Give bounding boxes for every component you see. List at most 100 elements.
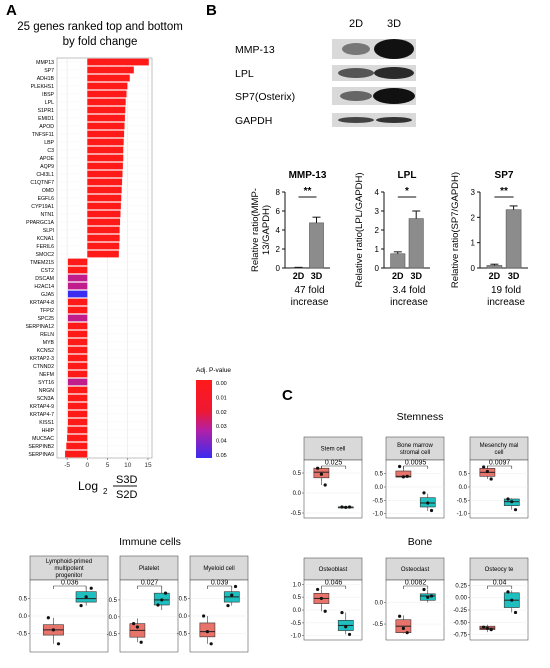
group-title-bone: Bone [408,536,433,548]
facet-title: Mesenchy mal [480,443,519,449]
panel-a-x-tick-label: 10 [124,462,132,469]
gene-label: AQP9 [40,164,54,170]
gene-bar [67,410,88,418]
box-point [510,500,514,504]
facet-plot-frame [303,459,363,519]
blot-row-label: MMP-13 [235,44,275,56]
legend-tick-label: 0.04 [216,439,227,445]
gene-label: SERPINB2 [28,444,54,450]
gene-label: MMP13 [36,60,54,66]
facet-y-tick-label: -0.5 [291,621,302,627]
panel-a-bar-chart: MMP13 SP7 ADH1B PLEKHS1 IBSP LPL S1PR1 EMID1 APO… [25,57,153,469]
box-body [199,622,216,638]
gene-label: EGFL6 [38,196,55,202]
blot-band [338,117,374,123]
facet-p-value: 0.046 [325,580,343,587]
facet-title: multipotent [54,566,84,572]
fold-note-line2: increase [487,297,525,308]
fold-note-line1: 19 fold [491,285,521,296]
gene-bar [67,306,88,314]
gene-label: KISS1 [39,420,54,426]
bar-chart-x-tick-label: 2D [489,271,501,281]
box-point [132,622,136,626]
facet-y-tick-label: 0.0 [179,614,188,620]
facet-y-tick-label: -0.5 [457,498,468,504]
bar-chart-y-label: Relative ratio(MMP-13/GAPDH) [250,188,272,272]
gene-bar [87,210,121,218]
bar-chart-title: LPL [398,170,417,181]
panel-a-xlabel-sub: 2 [103,487,108,496]
gene-bar [87,74,130,82]
box-point [135,625,139,629]
gene-label: SCN3A [37,396,55,402]
gene-label: GJA5 [41,292,54,298]
bar-chart-x-tick-label: 2D [293,271,305,281]
bar-chart-y-label: Relative ratio(LPL/GAPDH) [354,172,365,287]
box-point [489,628,493,632]
legend-title: Adj. P-value [196,367,231,374]
bar-chart-bar [486,265,503,269]
fold-note-line1: 3.4 fold [393,285,426,296]
group-title-stemness: Stemness [397,411,444,423]
facet-y-tick-label: 0.5 [179,597,188,603]
bar-chart-y-tick-label: 2 [471,213,476,222]
box-point [426,595,430,599]
facet-y-tick-label: 0.5 [459,472,468,478]
gene-bar [87,178,123,186]
gene-bar [65,450,88,458]
facet-y-tick-label: 0.5 [293,595,302,601]
gene-bar [87,170,123,178]
gene-bar [87,202,121,210]
legend-tick-label: 0.03 [216,424,227,430]
blot-lane-label-3d: 3D [387,18,401,30]
panel-a-title-line1: 25 genes ranked top and bottom [17,21,183,33]
facet-title: progenitor [55,573,82,579]
gene-label: EMID1 [38,116,54,122]
facet-title: Bone marrow [397,443,433,449]
gene-label: H2AC14 [34,284,54,290]
box-point [485,626,489,630]
gene-bar [67,434,88,442]
gene-label: CYP19A1 [31,204,54,210]
gene-bar [87,58,149,66]
legend-tick-label: 0.00 [216,381,227,387]
panel-b-bar-charts: MMP-13 0 2 4 6 8 Relative ratio(MMP-13/GAPDH) 2… [250,170,528,308]
facet-plot-frame [385,579,445,641]
gene-label: TMEM215 [30,260,54,266]
gene-label: SPC25 [38,316,55,322]
significance-marker: ** [304,186,312,197]
gene-bar [67,394,88,402]
gene-label: TFPI2 [40,308,54,314]
facet-title: Platelet [139,566,159,572]
gene-label: S1PR1 [38,108,55,114]
box-point [316,587,320,592]
gene-label: MUC5AC [32,436,54,442]
fold-note-line2: increase [291,297,329,308]
box-point [316,466,320,470]
bar-chart-bar [390,253,406,269]
gene-label: KRTAP4-7 [30,412,54,418]
gene-label: ADH1B [37,76,55,82]
facet-y-tick-label: 0.0 [19,614,28,620]
facet-p-value: 0.039 [211,580,229,587]
facet-p-value: 0.0095 [405,460,427,467]
gene-bar [67,378,88,386]
box-point [398,614,402,618]
gene-bar [87,90,127,98]
significance-marker: ** [500,186,508,197]
bar-chart-y-tick-label: 3 [471,188,476,197]
western-blot: 2D 3D MMP-13 LPL SP7(Osterix) GAPDH [235,18,416,127]
gene-label: NRGN [39,388,55,394]
gene-bar [87,242,120,250]
blot-band [373,88,415,104]
facet-y-tick-label: -0.5 [107,632,118,638]
gene-bar [67,274,88,282]
gene-label: NEFM [39,372,54,378]
box-point [344,505,348,509]
box-point [401,626,405,630]
gene-bar [87,162,123,170]
bar-chart-x-tick-label: 3D [311,271,323,281]
gene-label: APOD [39,124,54,130]
gene-label: FERIL6 [36,244,54,250]
facet-y-tick-label: 0.5 [19,597,28,603]
